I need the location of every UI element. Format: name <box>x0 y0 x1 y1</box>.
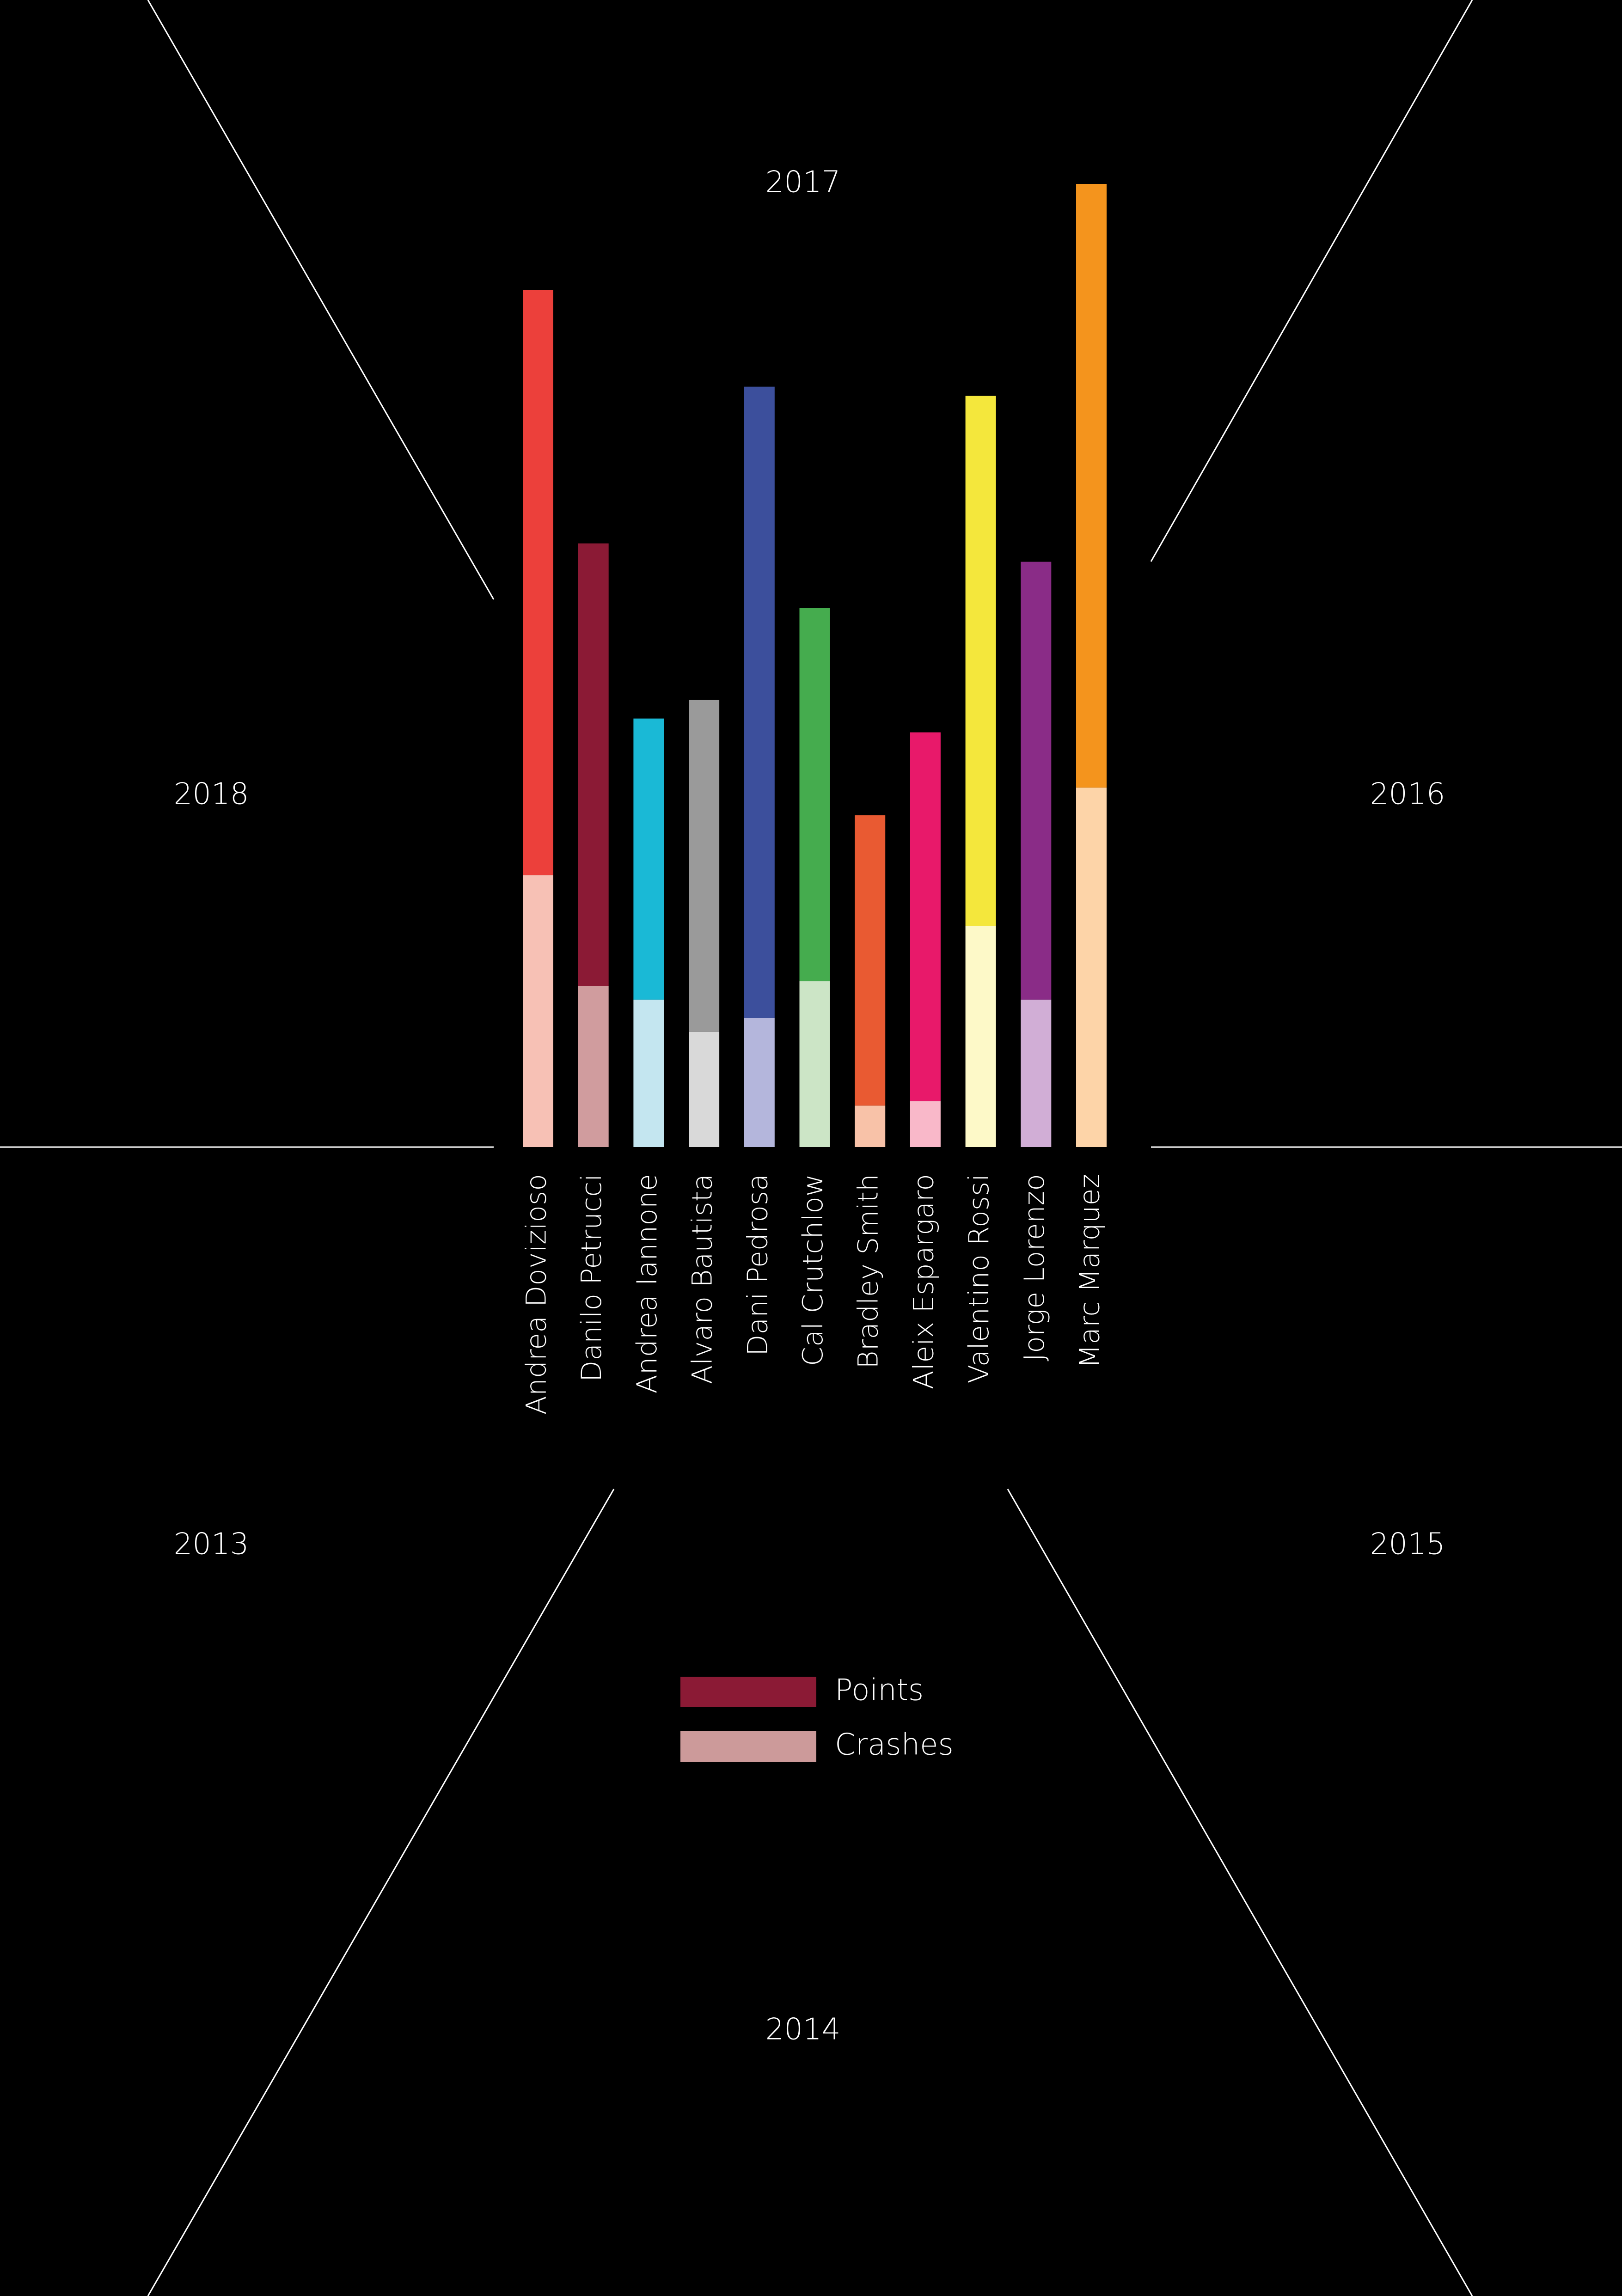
bar-crashes-cal-crutchlow <box>799 981 830 1147</box>
bar-crashes-dani-pedrosa <box>744 1018 775 1147</box>
category-label-andrea-iannone: Andrea Iannone <box>631 1174 663 1393</box>
bar-points-valentino-rossi <box>965 396 996 926</box>
divider-lower-left <box>147 1489 615 2296</box>
bar-points-bradley-smith <box>855 815 886 1106</box>
divider-upper-left <box>147 0 495 600</box>
bar-points-marc-marquez <box>1076 184 1107 788</box>
divider-upper-right <box>1150 0 1473 562</box>
bar-points-dani-pedrosa <box>744 386 775 1018</box>
bars-group <box>523 184 1107 1147</box>
bar-crashes-valentino-rossi <box>965 926 996 1147</box>
bar-points-aleix-espargaro <box>910 732 941 1101</box>
year-label-bottom: 2014 <box>765 2013 841 2047</box>
bar-crashes-alvaro-bautista <box>689 1032 720 1147</box>
bar-crashes-andrea-iannone <box>633 999 664 1147</box>
bar-crashes-aleix-espargaro <box>910 1101 941 1147</box>
legend-crashes-swatch <box>680 1731 816 1762</box>
bar-crashes-jorge-lorenzo <box>1021 999 1052 1147</box>
category-label-valentino-rossi: Valentino Rossi <box>963 1174 995 1384</box>
bar-points-jorge-lorenzo <box>1021 562 1052 1000</box>
category-label-andrea-dovizioso: Andrea Dovizioso <box>520 1174 553 1415</box>
bar-points-andrea-dovizioso <box>523 290 553 875</box>
category-label-bradley-smith: Bradley Smith <box>852 1174 885 1369</box>
category-label-marc-marquez: Marc Marquez <box>1074 1174 1106 1368</box>
category-label-alvaro-bautista: Alvaro Bautista <box>686 1174 719 1384</box>
category-labels: Andrea Dovizioso Danilo Petrucci Andrea Ia… <box>520 1174 1106 1415</box>
year-label-right-lower: 2015 <box>1370 1527 1445 1562</box>
bar-points-cal-crutchlow <box>799 608 830 982</box>
category-label-dani-pedrosa: Dani Pedrosa <box>741 1174 774 1356</box>
divider-lower-right <box>1007 1489 1473 2296</box>
bar-crashes-bradley-smith <box>855 1105 886 1147</box>
legend-crashes-label: Crashes <box>835 1728 954 1762</box>
year-label-top: 2017 <box>765 165 841 200</box>
legend: Points Crashes <box>680 1673 954 1762</box>
category-label-jorge-lorenzo: Jorge Lorenzo <box>1018 1174 1051 1362</box>
category-label-cal-crutchlow: Cal Crutchlow <box>797 1174 829 1366</box>
bar-points-alvaro-bautista <box>689 700 720 1032</box>
year-label-right-upper: 2016 <box>1370 777 1445 812</box>
year-label-left-upper: 2018 <box>174 777 249 812</box>
legend-points-swatch <box>680 1677 816 1707</box>
bar-crashes-andrea-dovizioso <box>523 875 553 1147</box>
category-label-danilo-petrucci: Danilo Petrucci <box>575 1174 608 1382</box>
legend-points-label: Points <box>835 1673 924 1708</box>
bar-points-danilo-petrucci <box>578 543 609 986</box>
bar-crashes-danilo-petrucci <box>578 986 609 1147</box>
bar-crashes-marc-marquez <box>1076 788 1107 1147</box>
year-label-left-lower: 2013 <box>174 1527 249 1562</box>
category-label-aleix-espargaro: Aleix Espargaro <box>907 1174 940 1389</box>
bar-points-andrea-iannone <box>633 718 664 1000</box>
